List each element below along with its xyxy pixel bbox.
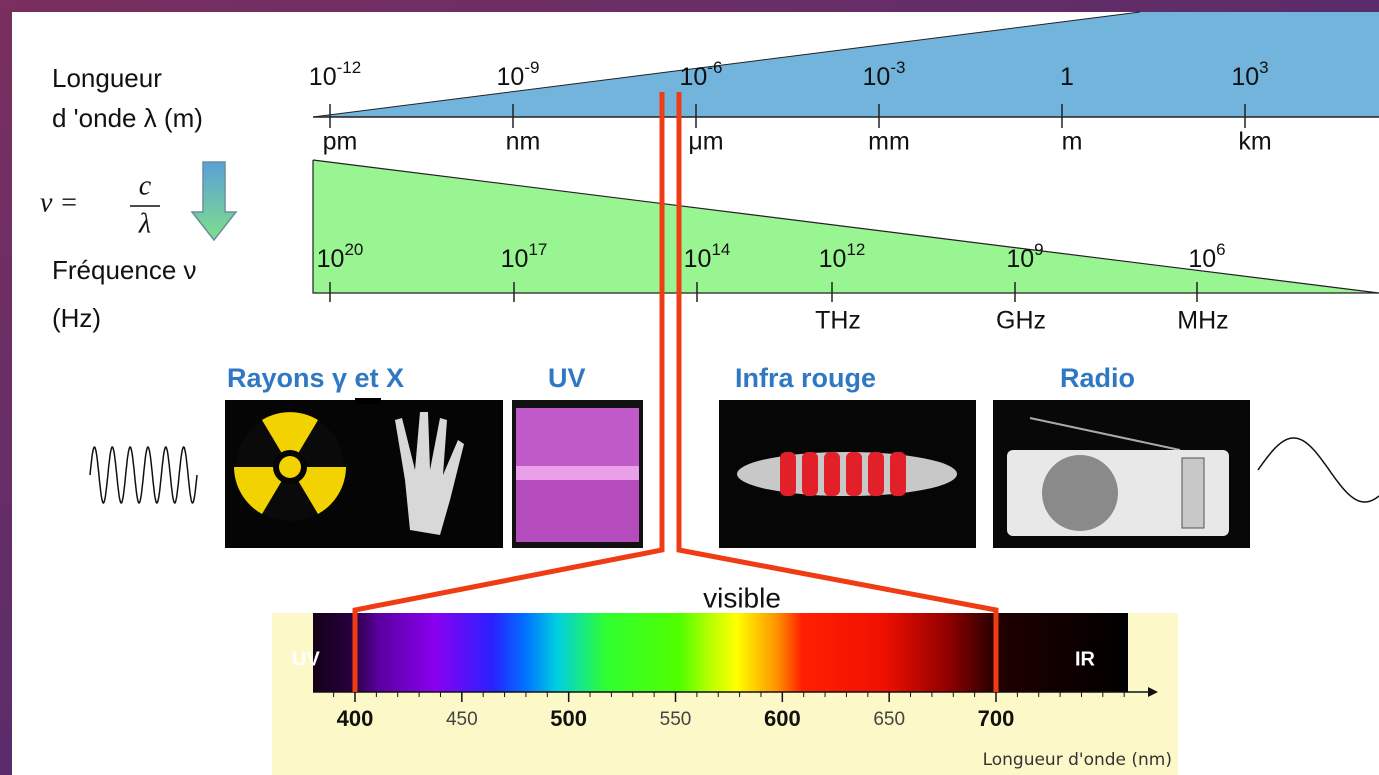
page: { "wavelength": { "label_line1": "Longue… <box>0 0 1379 775</box>
visible-tick-label: 650 <box>873 709 905 730</box>
wavelength-label: d 'onde λ (m) <box>52 103 203 133</box>
wavelength-tick-label: 1 <box>1060 63 1074 91</box>
slide: Longueur d 'onde λ (m) ν = c λ Fréquence… <box>0 0 1379 775</box>
frequency-unit: THz <box>815 307 861 335</box>
tick-exponent: -6 <box>707 58 722 77</box>
visible-tick-label: 500 <box>550 706 587 731</box>
wavelength-unit: km <box>1238 128 1271 156</box>
formula-num: c <box>139 170 152 201</box>
tick-base: 10 <box>501 245 529 273</box>
tick-base: 10 <box>863 63 891 91</box>
tick-base: 1 <box>1060 63 1074 91</box>
tick-base: 10 <box>819 245 847 273</box>
tick-exponent: -9 <box>524 58 539 77</box>
tick-base: 10 <box>1188 245 1216 273</box>
wavelength-unit: nm <box>506 128 541 156</box>
frequency-label: (Hz) <box>52 303 101 333</box>
tick-base: 10 <box>680 63 708 91</box>
visible-tick-label: 600 <box>764 706 801 731</box>
visible-tick-label: 400 <box>337 706 374 731</box>
band-title: Rayons γ et X <box>227 363 404 393</box>
tick-exponent: 3 <box>1259 58 1268 77</box>
uv-label: UV <box>292 648 320 670</box>
tick-exponent: 14 <box>711 240 730 259</box>
band-title: UV <box>548 363 586 393</box>
visible-tick-label: 700 <box>978 706 1015 731</box>
tick-exponent: 6 <box>1216 240 1225 259</box>
visible-spectrum <box>313 613 1128 692</box>
frequency-unit: MHz <box>1177 307 1228 335</box>
tick-exponent: 20 <box>344 240 363 259</box>
tick-exponent: 12 <box>846 240 865 259</box>
tick-base: 10 <box>309 63 337 91</box>
visible-axis-label: Longueur d'onde (nm) <box>983 750 1172 770</box>
infrared-image <box>719 400 976 548</box>
radio-image <box>993 400 1250 548</box>
wavelength-unit: m <box>1062 128 1083 156</box>
visible-tick-label: 450 <box>446 709 478 730</box>
formula-den: λ <box>138 208 151 239</box>
wavelength-unit: mm <box>868 128 910 156</box>
tick-base: 10 <box>1006 245 1034 273</box>
frequency-unit: GHz <box>996 307 1046 335</box>
ir-label: IR <box>1075 648 1096 670</box>
tick-exponent: 9 <box>1034 240 1043 259</box>
tick-exponent: -3 <box>890 58 905 77</box>
tick-base: 10 <box>1231 63 1259 91</box>
formula-lhs: ν = <box>40 187 78 218</box>
band-title: Infra rouge <box>735 363 876 393</box>
wavelength-unit: pm <box>323 128 358 156</box>
tick-base: 10 <box>317 245 345 273</box>
frequency-label: Fréquence ν <box>52 255 197 285</box>
wavelength-label: Longueur <box>52 63 162 93</box>
tick-exponent: 17 <box>528 240 547 259</box>
tick-exponent: -12 <box>337 58 362 77</box>
visible-tick-label: 550 <box>660 709 692 730</box>
visible-title: visible <box>703 582 781 613</box>
gamma-xray-image <box>225 398 503 548</box>
tick-base: 10 <box>684 245 712 273</box>
wavelength-unit: μm <box>688 128 723 156</box>
tick-base: 10 <box>497 63 525 91</box>
band-title: Radio <box>1060 363 1135 393</box>
uv-image <box>512 400 643 548</box>
